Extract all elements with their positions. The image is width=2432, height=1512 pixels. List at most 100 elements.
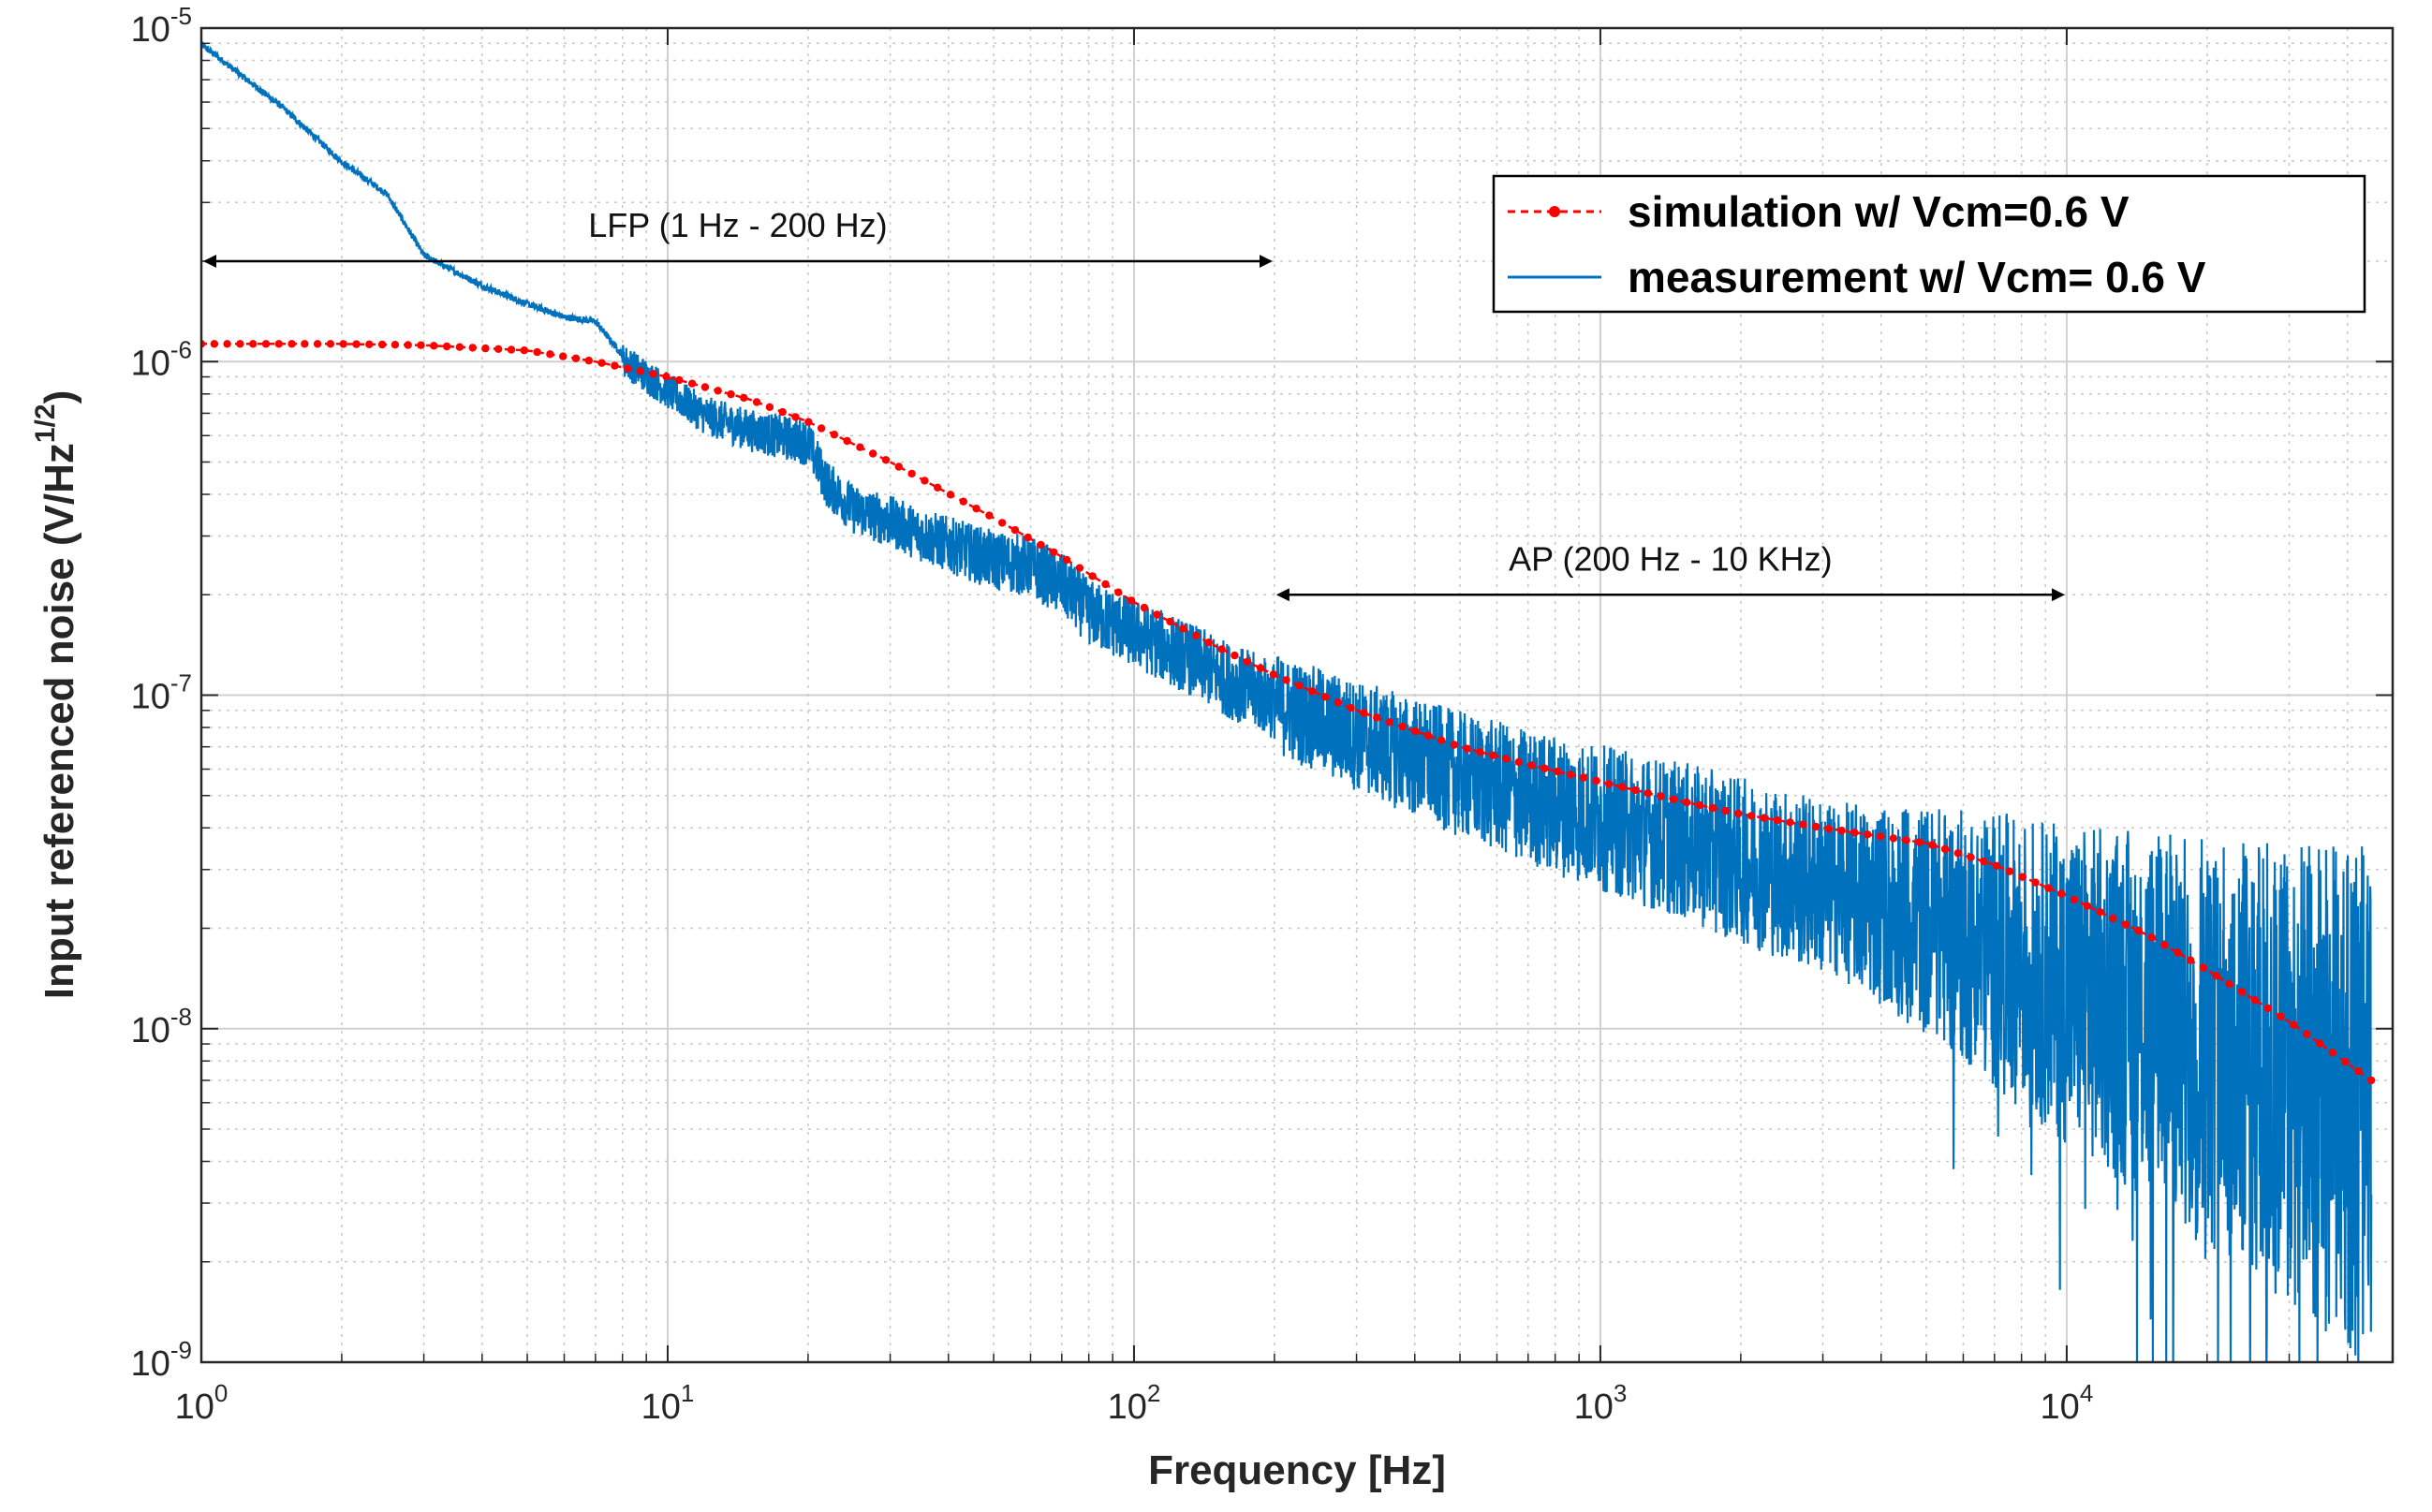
simulation-marker (714, 387, 722, 395)
y-tick-label: 10-5 (131, 2, 192, 50)
simulation-marker (597, 359, 606, 367)
simulation-marker (791, 413, 800, 421)
simulation-marker (2018, 873, 2027, 881)
simulation-marker (1166, 617, 1174, 626)
simulation-marker (2044, 884, 2053, 892)
simulation-marker (287, 340, 296, 348)
simulation-marker (649, 370, 657, 378)
simulation-marker (1566, 771, 1575, 779)
simulation-marker (1398, 722, 1407, 731)
simulation-marker (365, 340, 374, 348)
simulation-marker (1643, 789, 1653, 798)
simulation-marker (1940, 844, 1950, 854)
y-tick-exp: -8 (170, 1003, 192, 1031)
simulation-marker (249, 340, 258, 348)
simulation-marker (1424, 731, 1433, 740)
simulation-marker (2031, 878, 2040, 887)
simulation-marker (1928, 841, 1937, 849)
simulation-marker (2134, 927, 2144, 935)
simulation-marker (1824, 825, 1834, 833)
simulation-marker (804, 418, 813, 426)
simulation-marker (481, 344, 490, 353)
simulation-marker (624, 364, 632, 373)
simulation-marker (675, 375, 684, 385)
simulation-marker (611, 361, 619, 370)
legend: simulation w/ Vcm=0.6 V measurement w/ V… (1492, 174, 2366, 314)
simulation-marker (817, 424, 826, 433)
simulation-marker (959, 497, 968, 506)
simulation-marker (1127, 596, 1136, 605)
simulation-marker (1282, 676, 1290, 684)
y-tick-label: 10-7 (131, 669, 192, 717)
x-tick-base: 10 (175, 1387, 214, 1427)
y-axis-label-close: ) (37, 390, 82, 404)
simulation-marker (377, 340, 387, 349)
simulation-marker (894, 462, 903, 471)
simulation-marker (1347, 704, 1355, 712)
x-tick-base: 10 (2041, 1387, 2080, 1427)
simulation-marker (2354, 1066, 2363, 1076)
simulation-marker (843, 436, 851, 446)
simulation-marker (946, 491, 955, 499)
simulation-marker (1256, 664, 1265, 672)
simulation-marker (391, 341, 400, 349)
simulation-marker (313, 340, 322, 348)
simulation-marker (2290, 1020, 2298, 1029)
simulation-marker (2160, 941, 2169, 949)
simulation-marker (1605, 780, 1614, 788)
simulation-marker (1010, 526, 1020, 535)
simulation-marker (2096, 908, 2104, 917)
x-tick-exp: 0 (214, 1379, 228, 1407)
simulation-marker (326, 340, 335, 348)
simulation-marker (1140, 603, 1149, 612)
y-axis-label: Input referenced noise (V/Hz1/2) (30, 390, 82, 999)
simulation-marker (1786, 818, 1794, 827)
simulation-marker (1850, 829, 1859, 837)
simulation-marker (1915, 838, 1923, 846)
simulation-marker (507, 345, 516, 354)
simulation-marker (1308, 687, 1317, 696)
simulation-marker (1191, 631, 1201, 639)
ap-range-label: AP (200 Hz - 10 KHz) (1509, 539, 1832, 578)
simulation-marker (2005, 867, 2014, 875)
simulation-marker (1373, 713, 1381, 722)
measurement-series-line (201, 41, 2373, 1362)
simulation-marker (1295, 682, 1304, 690)
simulation-marker (584, 356, 593, 365)
x-tick-exp: 2 (1147, 1379, 1160, 1407)
simulation-marker (1540, 764, 1549, 772)
simulation-marker (765, 403, 774, 411)
simulation-marker (662, 373, 671, 381)
simulation-marker (2121, 920, 2130, 929)
simulation-marker (546, 350, 554, 359)
simulation-marker (1592, 776, 1600, 785)
simulation-marker (1618, 783, 1627, 791)
y-tick-base: 10 (131, 1011, 170, 1050)
y-tick-label: 10-6 (131, 335, 192, 383)
legend-simulation-marker (1549, 206, 1560, 217)
y-tick-label: 10-9 (131, 1336, 192, 1384)
simulation-marker (236, 340, 244, 348)
x-tick-exp: 4 (2080, 1379, 2093, 1407)
simulation-marker (2109, 914, 2117, 923)
simulation-marker (752, 398, 761, 406)
tick-marks (200, 28, 2394, 1363)
simulation-marker (998, 519, 1007, 527)
simulation-marker (1153, 610, 1161, 619)
simulation-marker (1463, 744, 1471, 753)
legend-measurement-label: measurement w/ Vcm= 0.6 V (1628, 253, 2206, 301)
simulation-marker (274, 340, 283, 348)
simulation-marker (223, 340, 231, 348)
simulation-marker (1657, 792, 1665, 800)
simulation-marker (881, 456, 891, 464)
simulation-marker (1062, 555, 1071, 565)
simulation-marker (301, 340, 309, 348)
simulation-marker (2250, 996, 2260, 1005)
simulation-marker (636, 367, 645, 375)
simulation-marker (2263, 1004, 2273, 1013)
simulation-marker (1231, 651, 1239, 660)
y-tick-base: 10 (131, 1344, 170, 1384)
simulation-marker (1360, 709, 1368, 717)
y-tick-labels: 10-910-810-710-610-5 (131, 2, 192, 1384)
